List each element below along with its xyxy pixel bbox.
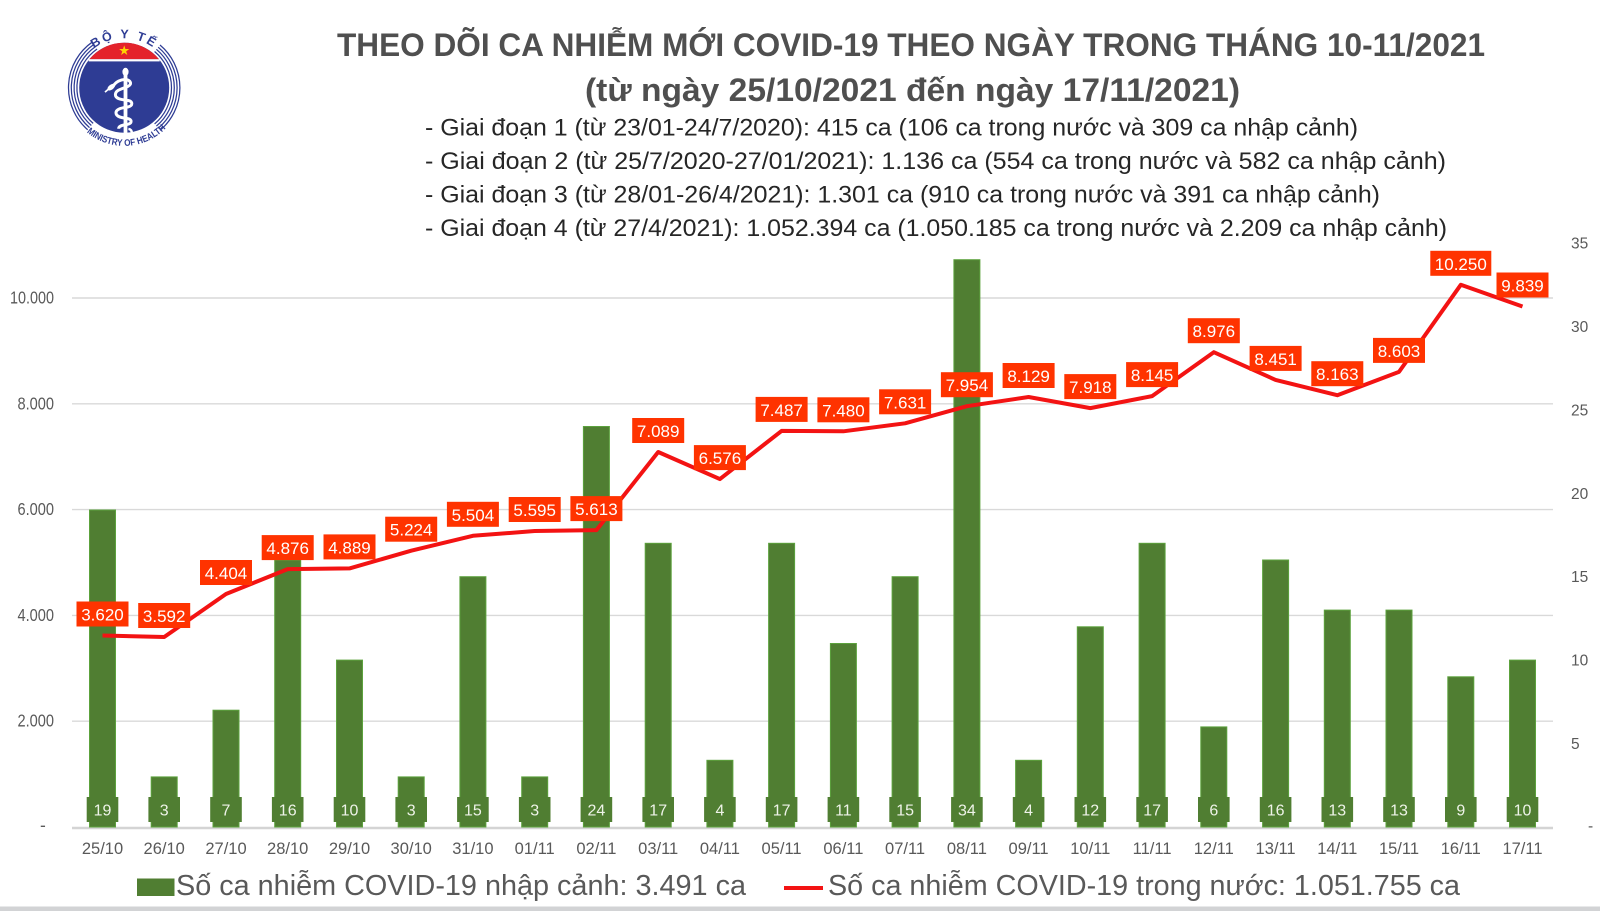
svg-text:07/11: 07/11 — [885, 840, 925, 858]
svg-text:5.595: 5.595 — [513, 501, 556, 520]
svg-text:27/10: 27/10 — [205, 840, 246, 858]
svg-text:8.129: 8.129 — [1007, 367, 1050, 386]
svg-text:20: 20 — [1571, 486, 1589, 503]
svg-text:14/11: 14/11 — [1317, 840, 1357, 858]
svg-text:5.613: 5.613 — [575, 500, 618, 519]
svg-text:Số ca nhiễm COVID-19 nhập cảnh: Số ca nhiễm COVID-19 nhập cảnh: 3.491 ca — [176, 869, 747, 902]
svg-text:7: 7 — [222, 803, 231, 820]
svg-text:-: - — [40, 815, 46, 835]
svg-text:7.480: 7.480 — [822, 401, 865, 420]
svg-text:03/11: 03/11 — [638, 840, 678, 858]
svg-text:4.889: 4.889 — [328, 538, 371, 557]
svg-text:8.603: 8.603 — [1378, 342, 1421, 361]
svg-text:10: 10 — [1514, 803, 1532, 820]
svg-text:3: 3 — [530, 803, 539, 820]
svg-text:34: 34 — [958, 803, 976, 820]
svg-text:3: 3 — [160, 803, 169, 820]
svg-text:10.250: 10.250 — [1435, 255, 1487, 274]
svg-text:25: 25 — [1571, 402, 1588, 419]
svg-text:35: 35 — [1571, 236, 1588, 253]
svg-text:3.620: 3.620 — [81, 606, 124, 625]
svg-text:Số ca nhiễm COVID-19 trong nướ: Số ca nhiễm COVID-19 trong nước: 1.051.7… — [828, 869, 1461, 902]
svg-text:02/11: 02/11 — [576, 840, 616, 858]
svg-text:13: 13 — [1328, 803, 1346, 820]
svg-text:4: 4 — [715, 803, 724, 820]
svg-text:10: 10 — [1571, 653, 1589, 670]
svg-text:7.918: 7.918 — [1069, 378, 1112, 397]
svg-text:- Giai đoạn 4 (từ 27/4/2021):: - Giai đoạn 4 (từ 27/4/2021): 1.052.394 … — [425, 215, 1447, 242]
svg-text:10/11: 10/11 — [1070, 840, 1110, 858]
svg-text:04/11: 04/11 — [700, 840, 740, 858]
svg-text:3.592: 3.592 — [143, 607, 186, 626]
svg-text:6: 6 — [1209, 803, 1218, 820]
svg-text:26/10: 26/10 — [144, 840, 185, 858]
svg-text:15: 15 — [1571, 569, 1588, 586]
svg-text:08/11: 08/11 — [947, 840, 987, 858]
svg-text:4: 4 — [1024, 803, 1033, 820]
svg-text:25/10: 25/10 — [82, 840, 123, 858]
svg-text:24: 24 — [588, 803, 606, 820]
svg-text:28/10: 28/10 — [267, 840, 308, 858]
svg-text:11: 11 — [835, 803, 852, 820]
svg-text:7.954: 7.954 — [946, 376, 989, 395]
svg-text:15/11: 15/11 — [1379, 840, 1419, 858]
svg-text:-: - — [1588, 818, 1593, 835]
svg-text:17: 17 — [1143, 803, 1161, 820]
svg-text:09/11: 09/11 — [1009, 840, 1049, 858]
svg-text:13/11: 13/11 — [1256, 840, 1296, 858]
svg-text:4.404: 4.404 — [205, 564, 248, 583]
svg-text:06/11: 06/11 — [823, 840, 863, 858]
svg-text:8.451: 8.451 — [1254, 350, 1297, 369]
svg-text:31/10: 31/10 — [452, 840, 493, 858]
svg-text:30: 30 — [1571, 319, 1589, 336]
svg-text:8.145: 8.145 — [1131, 366, 1174, 385]
svg-text:8.976: 8.976 — [1193, 322, 1236, 341]
svg-text:17: 17 — [649, 803, 667, 820]
svg-text:7.089: 7.089 — [637, 422, 680, 441]
svg-text:7.631: 7.631 — [884, 393, 927, 412]
svg-text:16: 16 — [1267, 803, 1285, 820]
svg-text:17: 17 — [773, 803, 791, 820]
svg-text:8.163: 8.163 — [1316, 365, 1359, 384]
svg-text:8.000: 8.000 — [18, 393, 55, 413]
svg-text:6.000: 6.000 — [18, 499, 55, 519]
svg-text:05/11: 05/11 — [762, 840, 802, 858]
svg-text:30/10: 30/10 — [391, 840, 432, 858]
svg-text:4.000: 4.000 — [18, 605, 55, 625]
svg-text:10: 10 — [341, 803, 359, 820]
svg-text:16/11: 16/11 — [1441, 840, 1481, 858]
svg-text:- Giai đoạn 3 (từ 28/01-26/4/2: - Giai đoạn 3 (từ 28/01-26/4/2021): 1.30… — [425, 182, 1380, 209]
svg-text:01/11: 01/11 — [515, 840, 555, 858]
svg-text:11/11: 11/11 — [1133, 840, 1172, 858]
svg-text:12: 12 — [1081, 803, 1099, 820]
svg-text:15: 15 — [896, 803, 914, 820]
svg-text:29/10: 29/10 — [329, 840, 370, 858]
svg-text:- Giai đoạn 2 (từ 25/7/2020-27: - Giai đoạn 2 (từ 25/7/2020-27/01/2021):… — [425, 148, 1446, 175]
svg-text:4.876: 4.876 — [266, 539, 309, 558]
svg-text:3: 3 — [407, 803, 416, 820]
svg-text:17/11: 17/11 — [1502, 840, 1542, 858]
svg-text:THEO DÕI CA NHIỄM MỚI COVID-19: THEO DÕI CA NHIỄM MỚI COVID-19 THEO NGÀY… — [337, 27, 1485, 63]
svg-text:(từ ngày 25/10/2021 đến ngày 1: (từ ngày 25/10/2021 đến ngày 17/11/2021) — [585, 72, 1240, 108]
svg-text:6.576: 6.576 — [699, 449, 742, 468]
svg-text:9: 9 — [1456, 803, 1465, 820]
svg-text:5.224: 5.224 — [390, 521, 433, 540]
svg-text:19: 19 — [94, 803, 112, 820]
svg-text:13: 13 — [1390, 803, 1408, 820]
svg-text:15: 15 — [464, 803, 482, 820]
svg-text:5: 5 — [1571, 736, 1580, 753]
svg-text:9.839: 9.839 — [1501, 277, 1544, 296]
svg-text:7.487: 7.487 — [760, 401, 803, 420]
svg-text:- Giai đoạn 1 (từ 23/01-24/7/2: - Giai đoạn 1 (từ 23/01-24/7/2020): 415 … — [425, 115, 1358, 142]
svg-text:12/11: 12/11 — [1194, 840, 1234, 858]
svg-text:16: 16 — [279, 803, 297, 820]
svg-text:5.504: 5.504 — [452, 506, 495, 525]
svg-text:2.000: 2.000 — [18, 711, 55, 731]
svg-text:10.000: 10.000 — [10, 288, 54, 308]
